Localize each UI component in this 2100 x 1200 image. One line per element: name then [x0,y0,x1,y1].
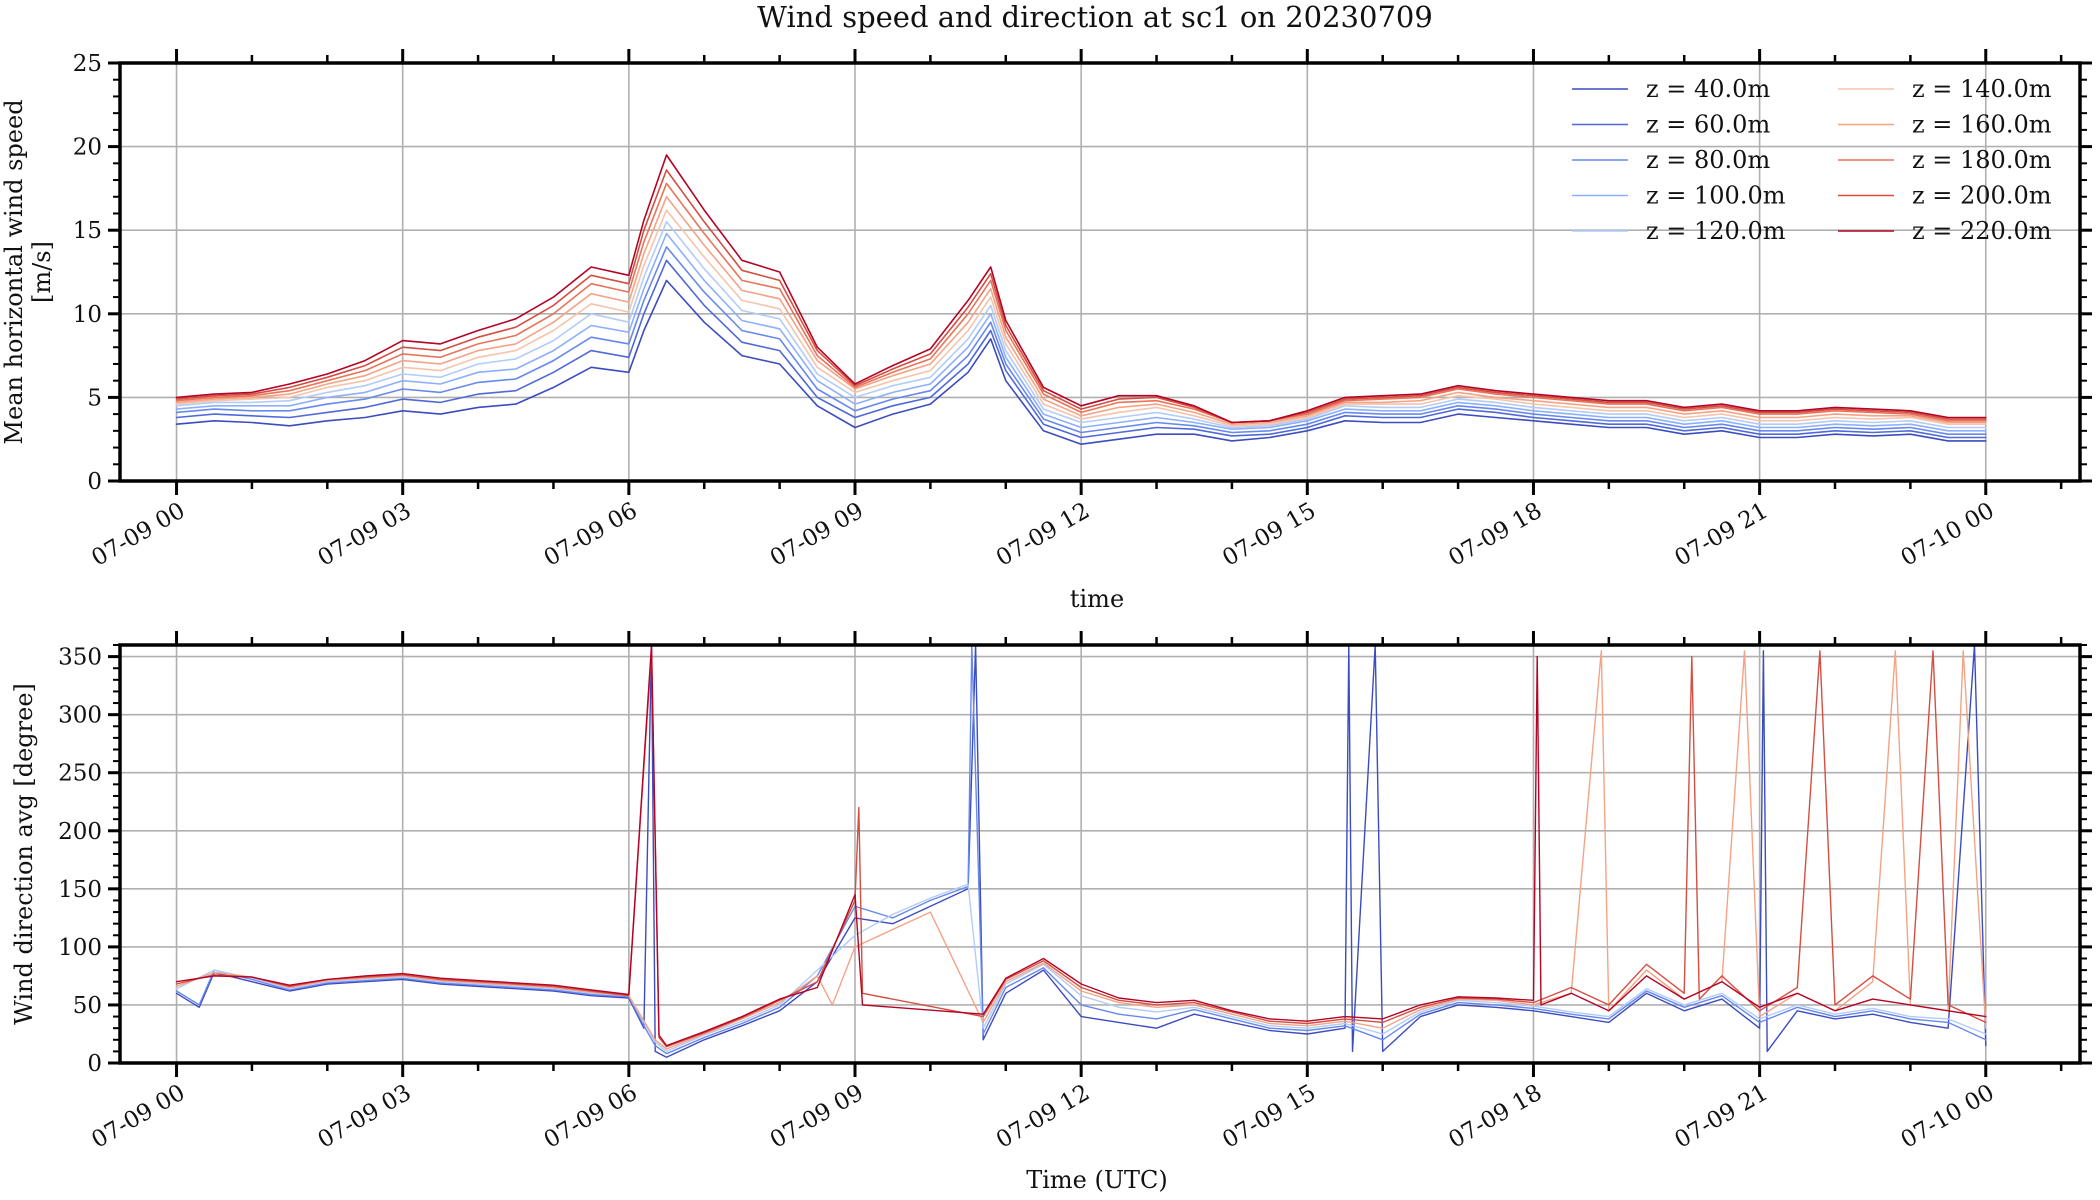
direction-series-line [175,645,1987,1058]
direction-xtick-label: 07-09 21 [1671,1080,1773,1154]
direction-xtick-label: 07-09 09 [766,1080,868,1154]
speed-ytick-label: 10 [73,302,102,328]
direction-ytick-label: 0 [87,1051,102,1077]
speed-ticks: 07-09 00 07-09 03 07-09 06 07-09 09 07-09 12… [73,49,2092,572]
legend-label: z = 40.0m [1646,75,1770,103]
direction-ytick-label: 150 [58,877,102,903]
direction-panel: 07-09 00 07-09 03 07-09 06 07-09 09 07-09 12… [10,631,2092,1194]
legend: z = 40.0m z = 60.0m z = 80.0m z = 100.0m z =… [1572,75,2052,245]
speed-ytick-label: 5 [87,385,102,411]
speed-series-line [175,246,1987,435]
direction-series-lines [175,645,1987,1058]
chart-title: Wind speed and direction at sc1 on 20230… [757,0,1433,34]
legend-label: z = 180.0m [1912,146,2052,174]
speed-xtick-label: 07-09 21 [1671,498,1773,572]
legend-label: z = 140.0m [1912,75,2052,103]
speed-series-line [175,196,1987,425]
direction-xtick-label: 07-09 00 [87,1080,189,1154]
speed-xtick-label: 07-09 15 [1218,498,1320,572]
speed-xtick-label: 07-09 00 [87,498,189,572]
speed-ytick-label: 15 [73,218,102,244]
speed-series-line [175,232,1987,432]
speed-ytick-label: 20 [73,135,102,161]
direction-ytick-label: 350 [58,645,102,671]
direction-ytick-label: 300 [58,703,102,729]
speed-series-line [175,209,1987,427]
speed-axes-frame [118,61,2082,483]
speed-xtick-label: 07-09 18 [1444,498,1546,572]
legend-label: z = 160.0m [1912,111,2052,139]
direction-ylabel: Wind direction avg [degree] [10,683,38,1025]
legend-label: z = 100.0m [1646,182,1786,210]
legend-label: z = 120.0m [1646,217,1786,245]
legend-label: z = 60.0m [1646,111,1770,139]
direction-ytick-label: 250 [58,761,102,787]
direction-series-line [175,650,1987,1048]
direction-ticks: 07-09 00 07-09 03 07-09 06 07-09 09 07-09 12… [58,631,2092,1154]
legend-label: z = 200.0m [1912,182,2052,210]
speed-xtick-label: 07-09 06 [540,498,642,572]
speed-series-line [175,182,1987,424]
speed-xtick-label: 07-09 12 [992,498,1094,572]
direction-series-line [175,645,1987,1055]
speed-series-line [175,169,1987,424]
direction-series-line [175,645,1987,1047]
speed-series-lines [175,154,1987,445]
direction-series-line [175,883,1987,1053]
direction-plot-area [175,645,1987,1058]
direction-xlabel: Time (UTC) [1026,1166,1168,1194]
speed-xtick-label: 07-09 09 [766,498,868,572]
direction-ytick-label: 100 [58,935,102,961]
direction-ytick-label: 50 [73,993,102,1019]
speed-series-line [175,279,1987,445]
speed-xtick-label: 07-09 03 [314,498,416,572]
direction-xtick-label: 07-09 03 [314,1080,416,1154]
speed-series-line [175,259,1987,439]
legend-label: z = 220.0m [1912,217,2052,245]
speed-xlabel: time [1070,585,1124,613]
speed-ytick-label: 25 [73,51,102,77]
direction-xtick-label: 07-09 06 [540,1080,642,1154]
direction-xtick-label: 07-09 12 [992,1080,1094,1154]
speed-ylabel-line1: Mean horizontal wind speed [0,99,28,444]
speed-ylabel-line2: [m/s] [28,241,56,303]
direction-ytick-label: 200 [58,819,102,845]
speed-panel: 07-09 00 07-09 03 07-09 06 07-09 09 07-09 12… [0,49,2092,613]
legend-label: z = 80.0m [1646,146,1770,174]
direction-xtick-label: 07-09 15 [1218,1080,1320,1154]
direction-xtick-label: 07-09 18 [1444,1080,1546,1154]
speed-series-line [175,154,1987,424]
speed-ytick-label: 0 [87,469,102,495]
speed-xtick-label: 07-10 00 [1897,498,1999,572]
direction-series-line [175,650,1987,1050]
direction-xtick-label: 07-10 00 [1897,1080,1999,1154]
speed-series-line [175,221,1987,429]
speed-plot-area [175,154,1987,445]
